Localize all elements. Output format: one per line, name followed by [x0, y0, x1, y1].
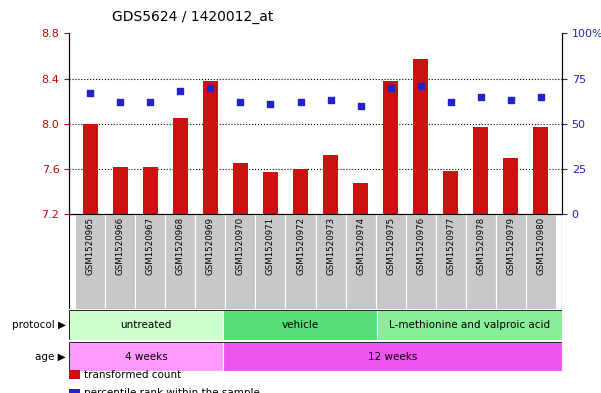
- Text: GSM1520967: GSM1520967: [146, 217, 154, 275]
- Text: GSM1520970: GSM1520970: [236, 217, 245, 275]
- Bar: [504, 158, 519, 214]
- Bar: [173, 118, 188, 214]
- Text: percentile rank within the sample: percentile rank within the sample: [84, 388, 260, 393]
- Bar: [223, 310, 377, 340]
- Text: GSM1520969: GSM1520969: [206, 217, 215, 275]
- Bar: [406, 214, 436, 309]
- Text: GSM1520979: GSM1520979: [507, 217, 515, 275]
- Text: GSM1520980: GSM1520980: [537, 217, 545, 275]
- Bar: [69, 310, 223, 340]
- Text: GSM1520971: GSM1520971: [266, 217, 275, 275]
- Bar: [346, 214, 376, 309]
- Point: [85, 90, 95, 96]
- Point: [145, 99, 155, 105]
- Text: age ▶: age ▶: [35, 352, 66, 362]
- Text: GSM1520974: GSM1520974: [356, 217, 365, 275]
- Bar: [135, 214, 165, 309]
- Bar: [223, 342, 562, 371]
- Bar: [75, 214, 105, 309]
- Text: 12 weeks: 12 weeks: [368, 352, 417, 362]
- Point: [386, 84, 395, 91]
- Point: [416, 83, 426, 89]
- Text: GSM1520977: GSM1520977: [447, 217, 455, 275]
- Bar: [83, 124, 97, 214]
- Bar: [436, 214, 466, 309]
- Bar: [225, 214, 255, 309]
- Text: GDS5624 / 1420012_at: GDS5624 / 1420012_at: [112, 9, 273, 24]
- Bar: [105, 214, 135, 309]
- Bar: [526, 214, 556, 309]
- Text: GSM1520965: GSM1520965: [86, 217, 94, 275]
- Bar: [195, 214, 225, 309]
- Text: transformed count: transformed count: [84, 369, 182, 380]
- Bar: [413, 59, 428, 214]
- Point: [236, 99, 245, 105]
- Text: GSM1520968: GSM1520968: [176, 217, 185, 275]
- Text: GSM1520978: GSM1520978: [477, 217, 485, 275]
- Bar: [316, 214, 346, 309]
- Text: GSM1520972: GSM1520972: [296, 217, 305, 275]
- Point: [175, 88, 185, 94]
- Text: GSM1520973: GSM1520973: [326, 217, 335, 275]
- Text: GSM1520975: GSM1520975: [386, 217, 395, 275]
- Point: [115, 99, 125, 105]
- Point: [206, 84, 215, 91]
- Text: untreated: untreated: [120, 320, 172, 330]
- Bar: [444, 171, 459, 214]
- Point: [266, 101, 275, 107]
- Point: [296, 99, 305, 105]
- Bar: [165, 214, 195, 309]
- Text: GSM1520966: GSM1520966: [116, 217, 124, 275]
- Text: protocol ▶: protocol ▶: [12, 320, 66, 330]
- Point: [476, 94, 486, 100]
- Text: 4 weeks: 4 weeks: [125, 352, 168, 362]
- Bar: [323, 156, 338, 214]
- Point: [506, 97, 516, 103]
- Bar: [69, 342, 223, 371]
- Bar: [496, 214, 526, 309]
- Bar: [143, 167, 157, 214]
- Bar: [353, 182, 368, 214]
- Bar: [203, 81, 218, 214]
- Bar: [534, 127, 549, 214]
- Bar: [113, 167, 128, 214]
- Point: [356, 103, 365, 109]
- Point: [326, 97, 335, 103]
- Point: [446, 99, 456, 105]
- Text: vehicle: vehicle: [281, 320, 319, 330]
- Bar: [376, 214, 406, 309]
- Point: [536, 94, 546, 100]
- Bar: [293, 169, 308, 214]
- Bar: [466, 214, 496, 309]
- Text: GSM1520976: GSM1520976: [416, 217, 425, 275]
- Bar: [233, 163, 248, 214]
- Text: L-methionine and valproic acid: L-methionine and valproic acid: [389, 320, 550, 330]
- Bar: [255, 214, 285, 309]
- Bar: [474, 127, 488, 214]
- Bar: [285, 214, 316, 309]
- Bar: [263, 173, 278, 214]
- Bar: [383, 81, 398, 214]
- Bar: [377, 310, 562, 340]
